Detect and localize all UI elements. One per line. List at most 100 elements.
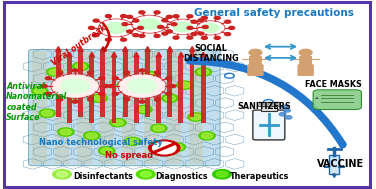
Circle shape (198, 19, 204, 22)
Circle shape (213, 170, 231, 179)
FancyBboxPatch shape (255, 64, 264, 76)
Circle shape (34, 88, 45, 94)
Circle shape (61, 79, 89, 93)
Circle shape (51, 74, 99, 98)
Circle shape (217, 171, 227, 177)
Circle shape (127, 15, 133, 18)
FancyBboxPatch shape (253, 110, 285, 140)
Circle shape (229, 26, 235, 29)
Circle shape (105, 22, 127, 33)
FancyBboxPatch shape (55, 51, 70, 164)
Text: Disinfectants: Disinfectants (73, 172, 133, 181)
Circle shape (150, 124, 167, 132)
FancyBboxPatch shape (67, 57, 72, 123)
Circle shape (45, 92, 51, 95)
FancyBboxPatch shape (144, 51, 159, 164)
Circle shape (139, 11, 145, 14)
Circle shape (158, 26, 164, 29)
Circle shape (162, 32, 168, 35)
Circle shape (177, 81, 193, 89)
Circle shape (99, 77, 105, 80)
Circle shape (139, 100, 145, 103)
Circle shape (173, 15, 179, 18)
Circle shape (72, 69, 78, 72)
FancyBboxPatch shape (134, 57, 139, 123)
Circle shape (136, 105, 152, 114)
Circle shape (47, 68, 63, 76)
Circle shape (264, 100, 273, 105)
Text: Nano technological safety: Nano technological safety (39, 138, 163, 147)
FancyBboxPatch shape (29, 50, 220, 166)
Circle shape (170, 84, 176, 88)
Circle shape (94, 95, 105, 101)
Circle shape (99, 92, 105, 95)
Circle shape (136, 170, 155, 179)
Polygon shape (332, 174, 336, 177)
Circle shape (197, 21, 225, 35)
Circle shape (133, 34, 139, 37)
FancyBboxPatch shape (179, 57, 183, 123)
Polygon shape (112, 52, 117, 57)
FancyBboxPatch shape (201, 57, 206, 123)
Circle shape (195, 68, 212, 76)
Text: Therapeutics: Therapeutics (229, 172, 289, 181)
Text: VACCINE: VACCINE (317, 159, 365, 169)
Circle shape (112, 120, 123, 125)
Circle shape (225, 20, 230, 23)
FancyBboxPatch shape (166, 51, 181, 164)
Circle shape (93, 19, 99, 22)
Circle shape (108, 84, 114, 88)
Circle shape (105, 38, 111, 41)
Circle shape (60, 129, 71, 135)
FancyBboxPatch shape (123, 51, 127, 117)
Circle shape (225, 33, 230, 36)
Circle shape (127, 139, 138, 144)
FancyBboxPatch shape (99, 51, 114, 164)
Circle shape (143, 72, 159, 80)
FancyBboxPatch shape (77, 51, 92, 164)
Circle shape (57, 98, 63, 101)
Circle shape (133, 19, 139, 22)
Circle shape (202, 133, 213, 139)
Polygon shape (56, 47, 61, 51)
Circle shape (83, 132, 100, 140)
Circle shape (299, 49, 312, 56)
Polygon shape (78, 47, 83, 51)
Circle shape (162, 19, 168, 22)
Circle shape (155, 71, 161, 74)
Circle shape (99, 147, 115, 155)
Circle shape (86, 133, 97, 139)
Text: Antiviral
Nanomaterial
coated
Surface: Antiviral Nanomaterial coated Surface (6, 82, 68, 122)
Circle shape (32, 87, 48, 95)
Circle shape (191, 20, 197, 23)
Circle shape (139, 34, 145, 37)
FancyBboxPatch shape (188, 51, 203, 164)
Circle shape (117, 81, 133, 89)
Circle shape (124, 71, 130, 74)
Circle shape (164, 95, 176, 101)
Text: SANITIZERS: SANITIZERS (238, 102, 292, 111)
FancyBboxPatch shape (249, 56, 262, 67)
Circle shape (39, 109, 55, 117)
Circle shape (187, 26, 193, 29)
Circle shape (198, 69, 209, 75)
Circle shape (91, 94, 108, 102)
Circle shape (198, 32, 204, 35)
Circle shape (72, 100, 78, 103)
Circle shape (172, 144, 183, 150)
Polygon shape (89, 52, 94, 57)
Circle shape (214, 16, 220, 19)
FancyBboxPatch shape (313, 90, 361, 109)
Polygon shape (123, 47, 128, 51)
Circle shape (149, 140, 180, 156)
Circle shape (171, 23, 177, 26)
Circle shape (187, 36, 193, 39)
FancyBboxPatch shape (261, 106, 277, 111)
FancyBboxPatch shape (100, 51, 105, 117)
FancyBboxPatch shape (305, 64, 314, 76)
Circle shape (101, 148, 112, 154)
Circle shape (57, 71, 63, 74)
Circle shape (162, 94, 178, 102)
Circle shape (65, 90, 81, 99)
Circle shape (179, 82, 190, 88)
